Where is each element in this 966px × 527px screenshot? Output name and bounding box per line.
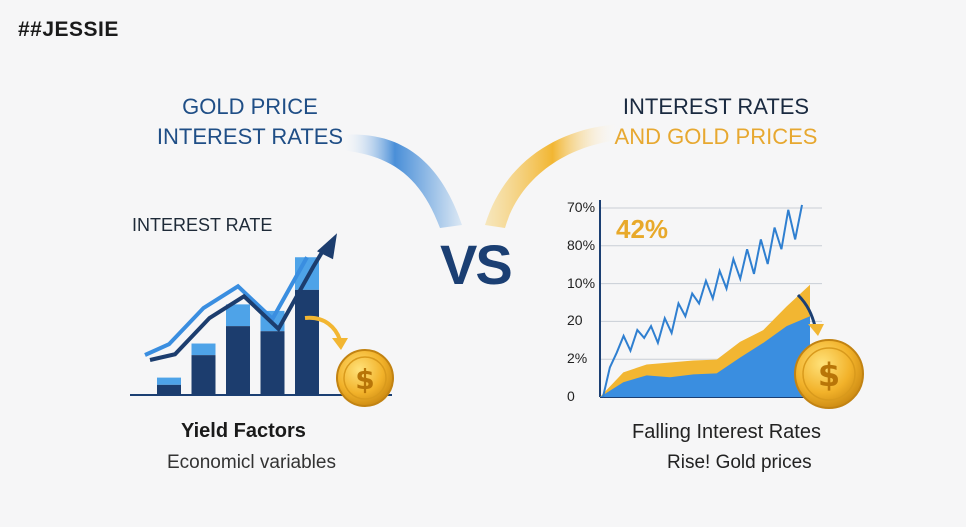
bar-top-segment [191, 343, 216, 356]
right-heading-line2: AND GOLD PRICES [614, 124, 818, 149]
highlight-percent: 42% [616, 214, 669, 244]
line-series [602, 204, 803, 398]
left-chart-label: INTEREST RATE [132, 215, 273, 235]
right-heading-line1: INTEREST RATES [622, 94, 810, 119]
left-heading-line1: GOLD PRICE [182, 94, 318, 119]
curved-arrow-icon [796, 293, 817, 327]
left-heading: GOLD PRICE INTEREST RATES [150, 92, 350, 152]
svg-text:$: $ [355, 363, 374, 396]
y-tick-label: 10% [567, 274, 596, 291]
gold-swoosh-arc [485, 124, 620, 228]
y-tick-label: 0 [567, 388, 575, 404]
right-caption-line2: Rise! Gold prices [667, 452, 812, 473]
blue-swoosh-arc [340, 134, 462, 228]
bar-base-segment [226, 326, 250, 395]
blue-area-series [600, 316, 810, 397]
left-heading-line2: INTEREST RATES [156, 124, 344, 149]
right-area-chart [599, 200, 822, 398]
bar-base-segment [157, 384, 181, 395]
trend-arrowhead [317, 233, 337, 260]
gold-dollar-coin-icon: $ [794, 339, 864, 409]
arrowhead-icon [808, 324, 824, 336]
left-caption-subtitle: Economicl variables [167, 452, 336, 473]
y-tick-label: 70% [567, 199, 596, 215]
y-tick-label: 20 [567, 312, 583, 329]
bar-top-segment [226, 304, 250, 327]
hashtag-title: ##JESSIE [18, 18, 119, 41]
y-tick-label: 2% [567, 350, 588, 367]
left-caption-title: Yield Factors [181, 420, 306, 442]
bar-top-segment [157, 377, 181, 385]
right-caption-line1: Falling Interest Rates [632, 421, 821, 443]
svg-text:$: $ [818, 356, 840, 394]
right-heading: INTEREST RATES AND GOLD PRICES [596, 92, 836, 152]
bar-base-segment [295, 289, 319, 395]
arrowhead-icon [332, 338, 348, 350]
trend-line-light [144, 256, 309, 357]
bar-base-segment [191, 355, 216, 395]
y-tick-label: 80% [567, 236, 596, 253]
gold-dollar-coin-icon: $ [336, 349, 394, 407]
left-bar-chart [130, 233, 392, 396]
bar-base-segment [260, 331, 285, 395]
vs-label: VS [440, 233, 513, 296]
trend-line-dark [149, 246, 327, 362]
curved-arrow-icon [304, 315, 342, 341]
